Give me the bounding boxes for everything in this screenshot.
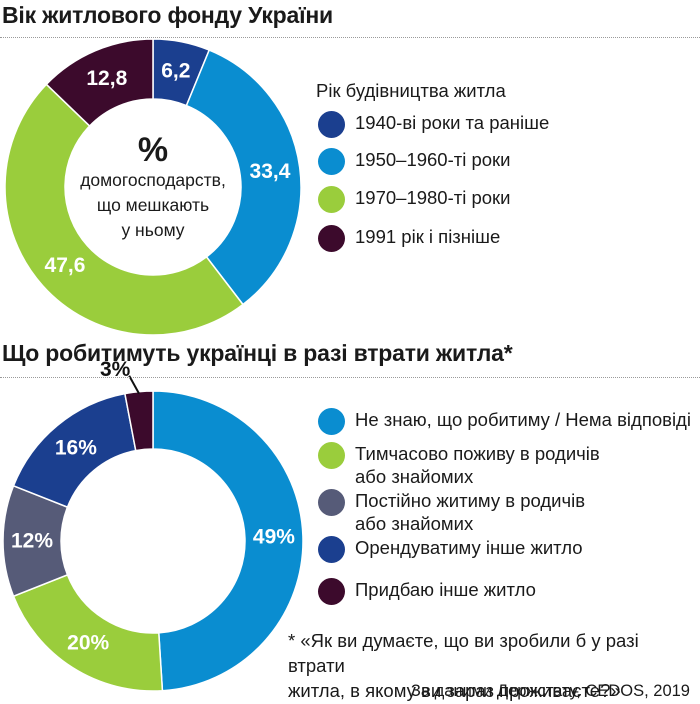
chart1-legend-item-3: 1991 рік і пізніше	[318, 225, 500, 252]
chart2-slice-label-0: 49%	[253, 526, 295, 549]
legend-label: Придбаю інше житло	[355, 579, 536, 600]
footnote: * «Як ви думаєте, що ви зробили б у разі…	[288, 628, 700, 703]
center-line-3: у ньому	[121, 220, 185, 240]
footnote-line-1: * «Як ви думаєте, що ви зробили б у разі…	[288, 630, 639, 676]
legend-label: 1950–1960-ті роки	[355, 149, 511, 170]
legend-swatch	[318, 225, 345, 252]
divider-top	[0, 37, 700, 38]
divider-middle	[0, 377, 700, 378]
chart1-slice-label-3: 12,8	[86, 67, 127, 90]
legend-swatch	[318, 489, 345, 516]
chart1-title: Вік житлового фонду України	[2, 2, 333, 28]
legend-label: Постійно житиму в родичів або знайомих	[355, 490, 586, 534]
chart1-center-label: % домогосподарств, що мешкають у ньому	[58, 132, 248, 243]
chart2-slice-label-2: 12%	[11, 530, 53, 553]
footnote-line-2: житла, в якому ви зараз проживаєте?»	[288, 680, 621, 701]
percent-symbol: %	[137, 131, 169, 169]
legend-label: Орендуватиму інше житло	[355, 537, 583, 558]
chart1-legend-title: Рік будівництва житла	[316, 80, 506, 101]
legend-swatch	[318, 148, 345, 175]
chart1-slice-label-1: 33,4	[250, 160, 291, 183]
chart2-slice-4	[124, 390, 154, 452]
legend-swatch	[318, 578, 345, 605]
chart2-slice-label-3: 16%	[55, 436, 97, 459]
legend-label: 1970–1980-ті роки	[355, 187, 511, 208]
chart1-slice-label-2: 47,6	[45, 254, 86, 277]
chart2-legend-item-3: Орендуватиму інше житло	[318, 536, 583, 563]
center-line-2: що мешкають	[96, 195, 210, 215]
legend-label: 1940-ві роки та раніше	[355, 112, 550, 133]
chart2-slice-label-4: 3%	[100, 358, 131, 381]
chart2-leader-line	[128, 375, 140, 395]
chart2-slice-label-1: 20%	[67, 632, 109, 655]
chart2-legend-item-1: Тимчасово поживу в родичів або знайомих	[318, 442, 600, 488]
chart1-legend-item-2: 1970–1980-ті роки	[318, 186, 511, 213]
chart1-slice-2	[4, 83, 245, 336]
chart1-slice-3	[45, 38, 154, 128]
legend-swatch	[318, 111, 345, 138]
chart2-slice-0	[152, 390, 304, 692]
legend-label: 1991 рік і пізніше	[355, 226, 501, 247]
legend-swatch	[318, 442, 345, 469]
center-line-1: домогосподарств,	[80, 170, 226, 190]
legend-swatch	[318, 186, 345, 213]
source-note: За даними Держстату, CEDOS, 2019	[410, 682, 690, 700]
chart2-title: Що робитимуть українці в разі втрати жит…	[2, 340, 513, 366]
chart1-slice-label-0: 6,2	[161, 60, 190, 83]
chart2-legend-item-2: Постійно житиму в родичів або знайомих	[318, 489, 585, 535]
legend-swatch	[318, 408, 345, 435]
chart2-legend-item-4: Придбаю інше житло	[318, 578, 536, 605]
chart1-slice-1	[185, 49, 302, 306]
legend-label: Не знаю, що робитиму / Нема відповіді	[355, 409, 691, 430]
chart2-legend-item-0: Не знаю, що робитиму / Нема відповіді	[318, 408, 691, 435]
chart1-legend-item-0: 1940-ві роки та раніше	[318, 111, 549, 138]
legend-swatch	[318, 536, 345, 563]
legend-label: Тимчасово поживу в родичів або знайомих	[355, 443, 600, 487]
chart1-legend-item-1: 1950–1960-ті роки	[318, 148, 511, 175]
